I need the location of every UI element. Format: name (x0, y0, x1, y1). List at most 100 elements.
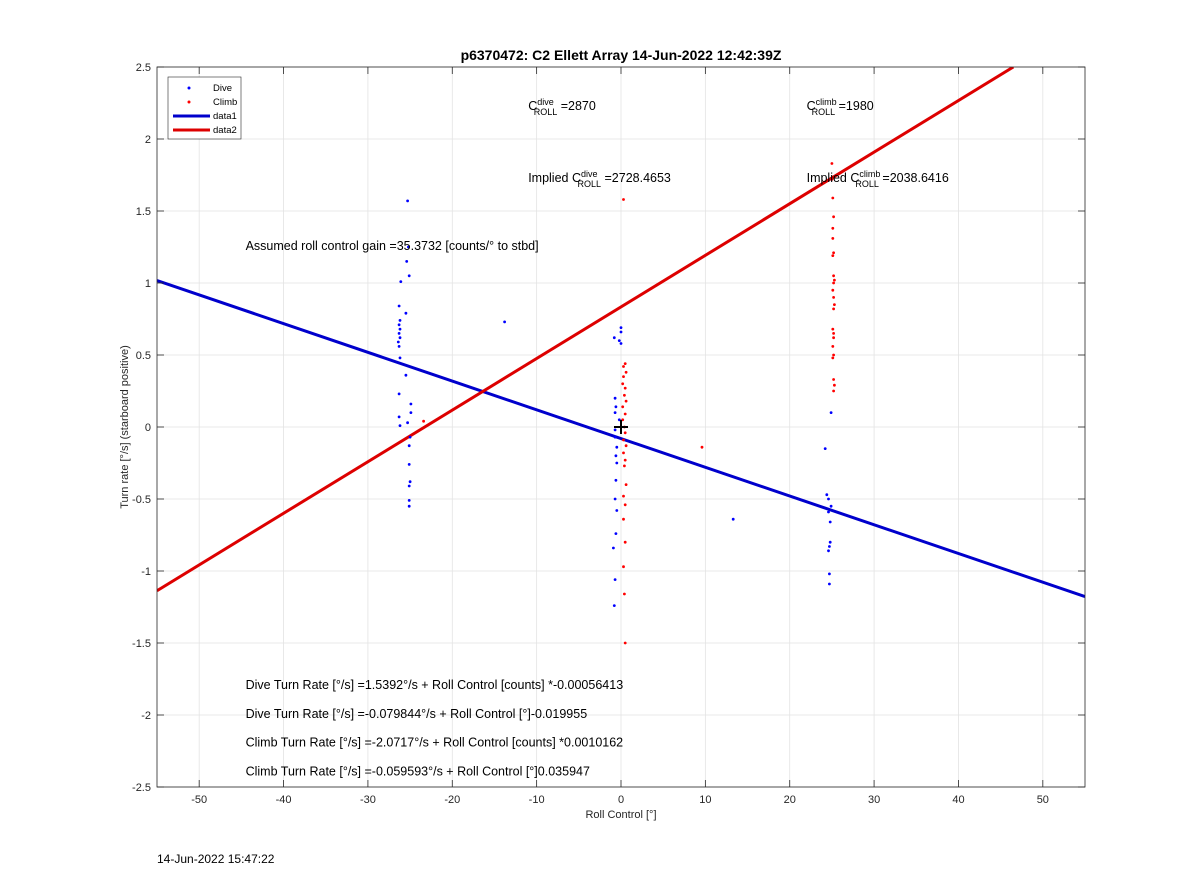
data-point-dive (398, 424, 402, 427)
data-point-climb (832, 251, 835, 255)
data-point-dive (614, 405, 618, 409)
data-point-dive (397, 415, 401, 419)
legend-data1-label: data1 (213, 111, 237, 122)
data-point-climb (622, 517, 625, 521)
annotation-eq4: Climb Turn Rate [°/s] =-0.059593°/s + Ro… (246, 764, 590, 778)
legend-climb-label: Climb (213, 97, 237, 108)
data-point-climb (624, 399, 628, 403)
data-point-dive (613, 428, 617, 432)
data-point-dive (825, 493, 829, 497)
data-point-dive (828, 540, 832, 544)
x-tick-label: 30 (868, 794, 880, 806)
data-point-dive (828, 545, 831, 548)
series-layer (157, 67, 1085, 645)
data-point-climb (622, 438, 625, 442)
data-point-climb (621, 405, 625, 409)
data-point-dive (407, 504, 411, 508)
data-point-dive (398, 336, 402, 340)
data-point-climb (623, 412, 627, 416)
data-point-climb (831, 345, 835, 348)
data-point-climb (832, 274, 835, 278)
data-point-dive (615, 461, 619, 465)
y-tick-label: -1 (141, 566, 151, 578)
data-point-dive (829, 504, 833, 508)
legend-dive-marker (187, 86, 191, 90)
data-point-dive (409, 411, 413, 414)
data-point-climb (830, 177, 834, 181)
data-point-climb (622, 365, 625, 368)
data-point-dive (617, 418, 621, 422)
data-point-dive (615, 445, 619, 449)
annotations: Cdive ROLL =2870 Cclimb ROLL =1980 Implied C… (246, 97, 949, 778)
data-point-dive (503, 320, 506, 324)
annotation-eq1: Dive Turn Rate [°/s] =1.5392°/s + Roll C… (246, 678, 624, 692)
data-point-climb (623, 592, 626, 596)
data-point-climb (623, 464, 626, 468)
data-point-climb (832, 215, 835, 219)
data-point-dive (619, 326, 623, 329)
data-point-dive (614, 478, 618, 482)
data-point-dive (407, 463, 411, 466)
data-point-climb (831, 356, 835, 360)
series-line-data2 (157, 67, 1015, 592)
data-point-climb (623, 540, 627, 544)
data-point-climb (622, 451, 625, 455)
data-point-dive (405, 260, 409, 263)
data-point-dive (404, 373, 408, 377)
data-point-climb (832, 389, 835, 393)
data-point-climb (833, 303, 836, 306)
annotation-eq3: Climb Turn Rate [°/s] =-2.0717°/s + Roll… (246, 736, 624, 750)
data-point-dive (612, 336, 616, 340)
x-tick-label: 20 (784, 794, 796, 806)
annotation-eq2: Dive Turn Rate [°/s] =-0.079844°/s + Rol… (246, 707, 588, 721)
y-tick-label: -0.5 (132, 494, 151, 506)
data-point-dive (619, 342, 623, 345)
y-axis-label: Turn rate [°/s] (starboard positive) (119, 345, 131, 509)
annotation-c-dive: Cdive ROLL =2870 (528, 97, 596, 117)
data-point-dive (398, 356, 402, 360)
annotation-c-climb: Cclimb ROLL =1980 (807, 97, 874, 117)
data-point-climb (623, 362, 627, 365)
data-point-climb (623, 641, 627, 645)
data-point-climb (831, 288, 835, 292)
data-point-climb (831, 226, 835, 230)
print-timestamp: 14-Jun-2022 15:47:22 (157, 852, 275, 866)
data-point-dive (397, 304, 401, 308)
y-tick-label: -2.5 (132, 782, 151, 794)
data-point-dive (828, 582, 831, 586)
x-tick-label: 0 (618, 794, 624, 806)
y-tick-label: 0.5 (136, 350, 151, 362)
data-point-climb (832, 378, 835, 381)
y-tick-label: -1.5 (132, 638, 151, 650)
data-point-climb (832, 281, 835, 285)
data-point-dive (614, 532, 618, 535)
y-tick-label: 1.5 (136, 206, 151, 218)
annotation-implied-climb: Implied Cclimb ROLL =2038.6416 (807, 169, 949, 189)
data-point-dive (612, 604, 616, 607)
legend-climb-marker (187, 100, 191, 104)
data-point-dive (406, 421, 409, 425)
x-tick-label: -20 (444, 794, 460, 806)
x-tick-label: -30 (360, 794, 376, 806)
data-point-dive (828, 572, 831, 576)
data-point-dive (398, 327, 402, 331)
x-tick-label: -10 (529, 794, 545, 806)
x-tick-label: 10 (699, 794, 711, 806)
data-point-dive (619, 330, 623, 334)
data-point-dive (823, 447, 827, 450)
x-tick-label: -40 (276, 794, 292, 806)
data-point-climb (622, 565, 625, 569)
data-point-climb (622, 494, 625, 498)
data-point-dive (731, 517, 735, 521)
data-point-climb (700, 445, 704, 449)
data-point-dive (615, 509, 619, 512)
data-point-dive (407, 444, 411, 448)
data-point-dive (613, 497, 617, 501)
data-point-dive (397, 345, 401, 348)
data-point-dive (397, 332, 401, 335)
data-point-climb (622, 198, 625, 201)
legend-data2-label: data2 (213, 125, 237, 136)
data-point-climb (422, 419, 425, 423)
x-tick-label: 40 (952, 794, 964, 806)
